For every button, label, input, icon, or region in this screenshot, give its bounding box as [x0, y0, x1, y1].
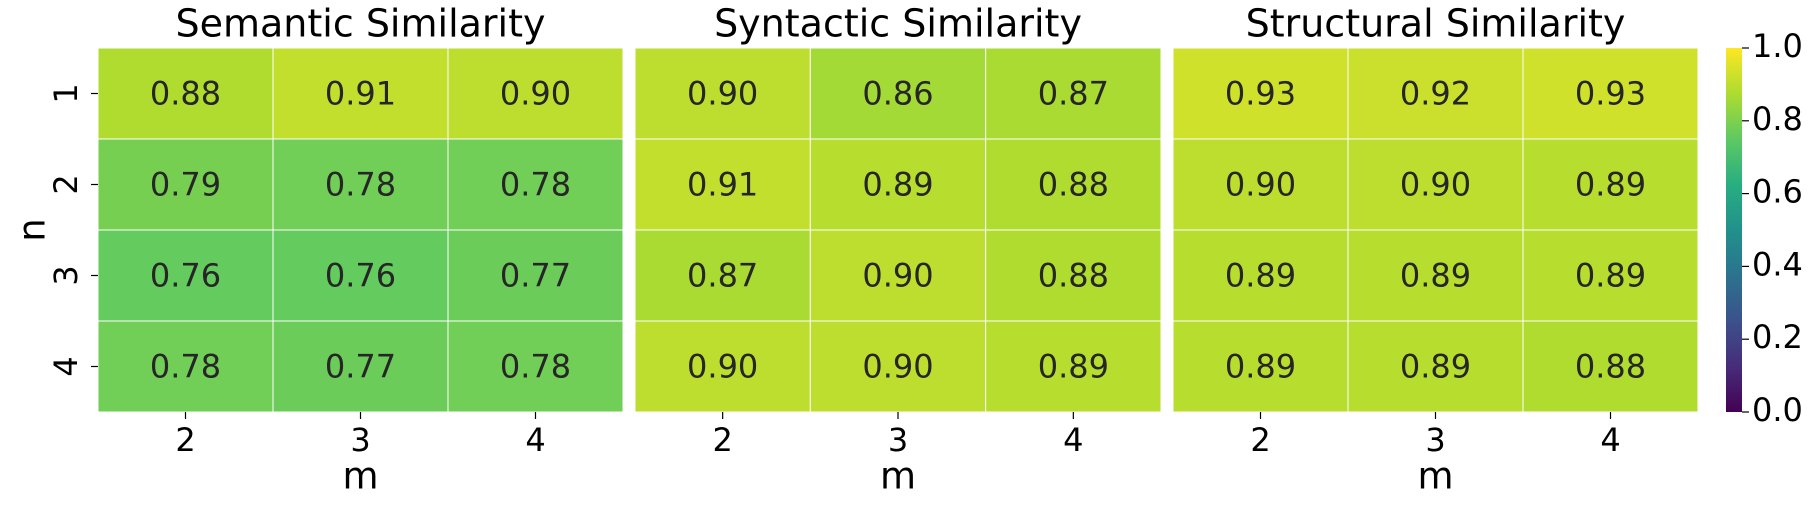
x-tick-label: 3 [888, 421, 908, 459]
x-tick-label: 2 [175, 421, 195, 459]
heatmap-cell [1172, 47, 1349, 140]
colorbar-tick-label: 0.2 [1752, 318, 1803, 356]
cell-label: 0.87 [687, 257, 758, 295]
x-axis-label: m [880, 455, 916, 498]
heatmap-cell [809, 320, 987, 413]
heatmap-cell [447, 47, 624, 140]
cell-label: 0.88 [1038, 257, 1109, 295]
cell-label: 0.89 [1400, 348, 1471, 386]
cell-label: 0.78 [500, 348, 571, 386]
heatmap-cell [272, 47, 449, 140]
heatmap-cell [634, 47, 811, 140]
colorbar [1726, 48, 1742, 412]
cell-label: 0.91 [687, 166, 758, 204]
cell-label: 0.90 [687, 348, 758, 386]
chart-title: Structural Similarity [1246, 2, 1626, 46]
heatmap-cell [985, 229, 1162, 322]
y-tick-label: 2 [47, 174, 85, 194]
cell-label: 0.76 [150, 257, 221, 295]
cell-label: 0.91 [325, 75, 396, 113]
y-axis-label: n [11, 218, 54, 241]
heatmap-cell [634, 229, 811, 322]
heatmap-cell [1172, 138, 1349, 231]
x-tick-label: 4 [1063, 421, 1083, 459]
cell-label: 0.87 [1038, 75, 1109, 113]
heatmap-cell [1347, 47, 1524, 140]
heatmap-cell [1522, 229, 1699, 322]
cell-label: 0.93 [1225, 75, 1296, 113]
heatmap-cell [1172, 320, 1349, 413]
x-tick-label: 3 [350, 421, 370, 459]
cell-label: 0.77 [325, 348, 396, 386]
y-tick-label: 1 [47, 83, 85, 103]
cell-label: 0.89 [1575, 257, 1646, 295]
heatmap-cell [1522, 47, 1699, 140]
x-tick-label: 2 [712, 421, 732, 459]
cell-label: 0.78 [325, 166, 396, 204]
cell-label: 0.90 [687, 75, 758, 113]
heatmap-cell [985, 320, 1162, 413]
heatmap-cell [272, 229, 449, 322]
cell-label: 0.90 [862, 257, 933, 295]
cell-label: 0.89 [1038, 348, 1109, 386]
heatmap-cell [272, 138, 449, 231]
cell-label: 0.88 [150, 75, 221, 113]
cell-label: 0.89 [1225, 257, 1296, 295]
cell-label: 0.92 [1400, 75, 1471, 113]
y-tick-label: 3 [47, 265, 85, 285]
heatmap-cell [809, 229, 987, 322]
x-tick-label: 4 [1600, 421, 1620, 459]
x-axis-label: m [342, 455, 378, 498]
heatmap-cell [97, 320, 274, 413]
cell-label: 0.89 [862, 166, 933, 204]
heatmap-cell [634, 138, 811, 231]
heatmap-cell [809, 138, 987, 231]
heatmap-cell [985, 138, 1162, 231]
colorbar-tick-label: 1.0 [1752, 27, 1803, 65]
cell-label: 0.88 [1038, 166, 1109, 204]
cell-label: 0.77 [500, 257, 571, 295]
heatmap-cell [97, 47, 274, 140]
cell-label: 0.90 [500, 75, 571, 113]
heatmap-cell [1522, 320, 1699, 413]
heatmap-cell [1522, 138, 1699, 231]
heatmap-cell [985, 47, 1162, 140]
cell-label: 0.86 [862, 75, 933, 113]
cell-label: 0.90 [1400, 166, 1471, 204]
heatmap-cell [809, 47, 987, 140]
colorbar-tick-label: 0.0 [1752, 391, 1803, 429]
heatmap-cell [634, 320, 811, 413]
cell-label: 0.90 [1225, 166, 1296, 204]
y-tick-label: 4 [47, 356, 85, 376]
chart-title: Syntactic Similarity [714, 2, 1082, 46]
cell-label: 0.76 [325, 257, 396, 295]
cell-label: 0.89 [1400, 257, 1471, 295]
cell-label: 0.78 [500, 166, 571, 204]
x-axis-label: m [1417, 455, 1453, 498]
x-tick-label: 2 [1250, 421, 1270, 459]
cell-label: 0.90 [862, 348, 933, 386]
heatmap-cell [447, 138, 624, 231]
cell-label: 0.78 [150, 348, 221, 386]
heatmap-cell [1347, 138, 1524, 231]
colorbar-tick-label: 0.8 [1752, 100, 1803, 138]
chart-title: Semantic Similarity [176, 2, 546, 46]
x-tick-label: 4 [525, 421, 545, 459]
cell-label: 0.89 [1575, 166, 1646, 204]
heatmap-cell [447, 320, 624, 413]
colorbar-tick-label: 0.4 [1752, 245, 1803, 283]
cell-label: 0.79 [150, 166, 221, 204]
cell-label: 0.88 [1575, 348, 1646, 386]
x-tick-label: 3 [1425, 421, 1445, 459]
heatmap-cell [97, 138, 274, 231]
cell-label: 0.93 [1575, 75, 1646, 113]
colorbar-tick-label: 0.6 [1752, 173, 1803, 211]
cell-label: 0.89 [1225, 348, 1296, 386]
